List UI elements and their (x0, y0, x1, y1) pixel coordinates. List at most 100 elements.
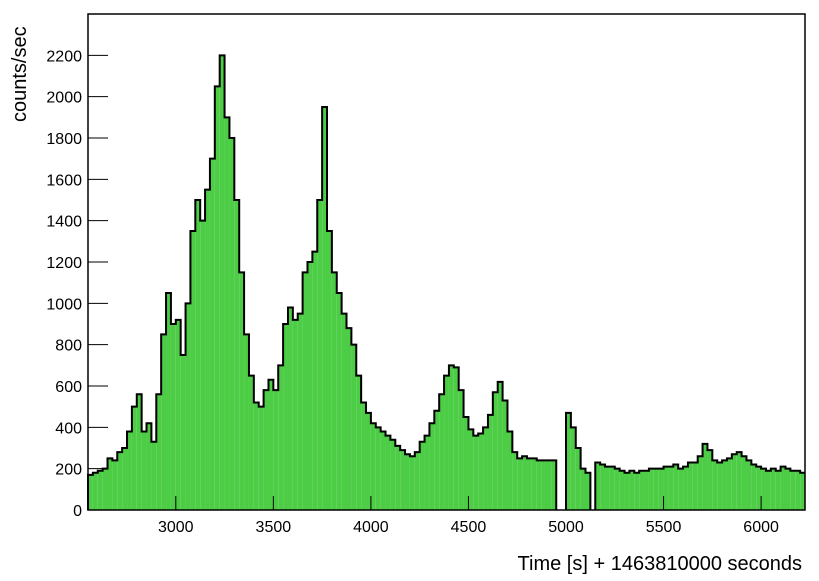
bar (331, 272, 337, 510)
bar (644, 470, 649, 510)
y-tick-label: 1600 (46, 172, 82, 189)
bar (297, 313, 303, 510)
bar (219, 55, 225, 510)
bar (385, 435, 391, 510)
bar (492, 392, 498, 510)
bar (531, 458, 537, 510)
y-tick-label: 1000 (46, 296, 82, 313)
bar (366, 412, 371, 510)
y-axis-label: counts/sec (9, 26, 31, 122)
bar (775, 470, 781, 510)
bar (346, 328, 352, 510)
bar (434, 410, 440, 510)
bar (678, 468, 684, 510)
bar (161, 334, 167, 510)
bar (268, 379, 274, 510)
bar (166, 293, 171, 510)
bar (575, 448, 581, 510)
bar (156, 394, 162, 510)
bar (478, 433, 484, 510)
bar (634, 472, 640, 510)
bar (780, 466, 786, 510)
bar (497, 381, 503, 510)
bar (487, 414, 493, 510)
bar (322, 107, 327, 510)
bar (614, 468, 620, 510)
bar (707, 450, 713, 510)
bar (224, 117, 230, 510)
bar (112, 460, 118, 510)
y-tick-label: 800 (55, 338, 82, 355)
bar (663, 466, 669, 510)
bar (468, 429, 474, 510)
bar (770, 468, 776, 510)
bar (785, 468, 791, 510)
bar (795, 470, 801, 510)
bar (751, 464, 757, 510)
bar (448, 365, 454, 510)
bar (526, 458, 532, 510)
bar (668, 466, 674, 510)
bar (444, 375, 449, 510)
x-tick-label: 3500 (256, 519, 292, 536)
bar (214, 86, 220, 510)
bar (92, 472, 98, 510)
bar (302, 272, 308, 510)
bar (629, 470, 635, 510)
bar (736, 452, 742, 510)
y-tick-label: 2200 (46, 48, 82, 65)
bar (761, 468, 766, 510)
bar (463, 417, 469, 510)
bar (102, 468, 108, 510)
bar (185, 303, 191, 510)
bar (375, 427, 381, 510)
bar (726, 458, 732, 510)
bar (405, 454, 410, 510)
bar (458, 390, 464, 510)
bar (731, 454, 737, 510)
bar (248, 375, 254, 510)
y-tick-label: 2000 (46, 90, 82, 107)
bar (356, 375, 362, 510)
bar (234, 200, 240, 510)
x-tick-label: 4500 (451, 519, 487, 536)
x-tick-label: 5000 (548, 519, 584, 536)
bar (307, 262, 313, 510)
bar (146, 423, 152, 510)
bar (390, 439, 396, 510)
bar (551, 460, 557, 510)
bar (566, 412, 571, 510)
bar (175, 319, 181, 510)
bar (361, 402, 367, 510)
y-tick-label: 600 (55, 379, 82, 396)
outline (87, 54, 805, 510)
bar (570, 427, 576, 510)
bar (317, 200, 323, 510)
bar (483, 427, 488, 510)
bar (287, 307, 293, 510)
bar (624, 472, 630, 510)
bar (370, 423, 376, 510)
bar (741, 456, 747, 510)
bar (341, 313, 347, 510)
x-tick-label: 4000 (353, 519, 389, 536)
bar (692, 462, 698, 510)
bar (409, 456, 415, 510)
bar (400, 450, 406, 510)
bar (151, 441, 157, 510)
bar (351, 344, 357, 510)
bar (263, 390, 269, 510)
bar (258, 406, 264, 510)
bar (117, 452, 123, 510)
bar (88, 474, 93, 510)
bar (200, 220, 206, 510)
bar (541, 460, 547, 510)
bar (283, 324, 288, 510)
bar (239, 272, 245, 510)
bar (336, 293, 342, 510)
bar (746, 460, 752, 510)
bar (278, 365, 284, 510)
bar (522, 456, 527, 510)
bar (580, 468, 586, 510)
bar (136, 394, 142, 510)
